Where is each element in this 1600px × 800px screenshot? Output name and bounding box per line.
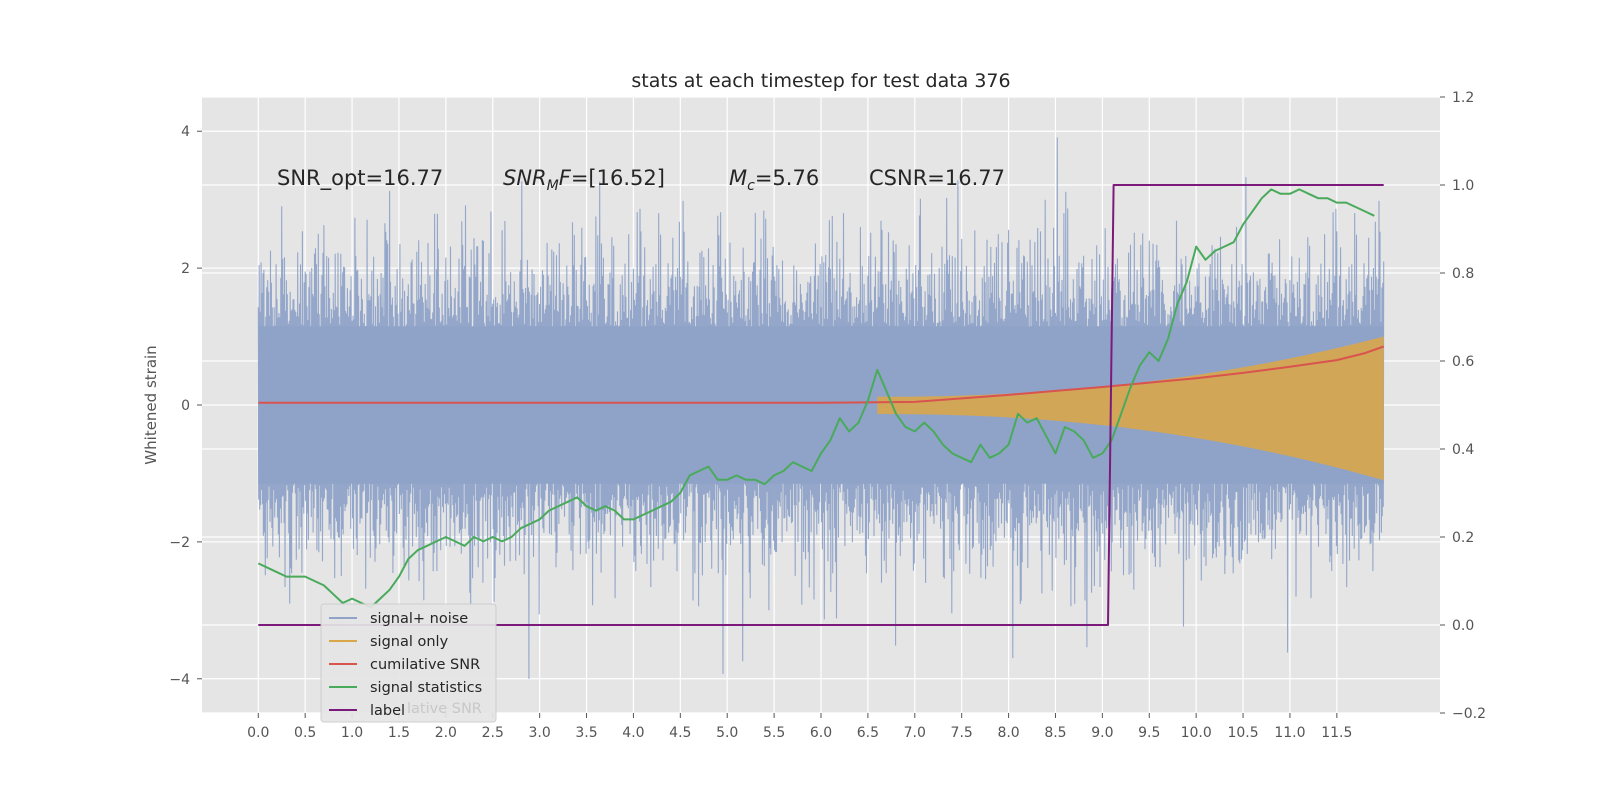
x-tick-label: 1.5	[388, 725, 410, 741]
x-axis: 0.0 0.5 1.0 1.5 2.0 2.5 3.0 3.5 4.0 4.5 5.0 5.5 6.0 6…	[247, 713, 1352, 741]
series-signal-statistics	[257, 188, 1375, 609]
x-tick-label: 2.0	[435, 725, 457, 741]
x-tick-label: 5.5	[763, 725, 785, 741]
y-tick-label: −2	[169, 535, 190, 551]
annotations: SNR_opt=16.77 SNRMF=[16.52] Mc=5.76 CSNR=16…	[277, 166, 1005, 194]
y-axis-right: 1.2 1.0 0.8 0.6 0.4 0.2 0.0 −0.2	[1440, 90, 1486, 722]
y2-tick-label: 1.0	[1452, 178, 1474, 194]
x-tick-label: 10.0	[1181, 725, 1212, 741]
x-tick-label: 1.0	[341, 725, 363, 741]
x-tick-label: 7.0	[904, 725, 926, 741]
series-label	[258, 184, 1384, 626]
x-tick-label: 5.0	[716, 725, 738, 741]
stat-annotation: SNR_opt=16.77	[277, 166, 443, 191]
x-tick-label: 4.5	[669, 725, 691, 741]
stat-annotation: SNRMF=[16.52]	[503, 166, 665, 194]
y2-tick-label: 0.4	[1452, 442, 1474, 458]
x-tick-label: 11.5	[1321, 725, 1352, 741]
y2-tick-label: 0.8	[1452, 266, 1474, 282]
y2-tick-label: 1.2	[1452, 90, 1474, 106]
x-tick-label: 8.5	[1044, 725, 1066, 741]
stat-annotation: CSNR=16.77	[869, 166, 1005, 190]
x-tick-label: 11.0	[1274, 725, 1305, 741]
x-tick-label: 9.0	[1091, 725, 1113, 741]
x-tick-label: 9.5	[1138, 725, 1160, 741]
y2-tick-label: 0.2	[1452, 530, 1474, 546]
y2-tick-label: 0.6	[1452, 354, 1474, 370]
x-tick-label: 0.5	[294, 725, 316, 741]
chart-title: stats at each timestep for test data 376	[631, 70, 1010, 92]
series-cumulative-snr	[258, 345, 1385, 404]
y2-tick-label: −0.2	[1452, 706, 1486, 722]
x-tick-label: 8.0	[997, 725, 1019, 741]
x-tick-label: 2.5	[482, 725, 504, 741]
x-tick-label: 0.0	[247, 725, 269, 741]
x-tick-label: 3.0	[529, 725, 551, 741]
x-tick-label: 6.5	[857, 725, 879, 741]
series-signal-noise	[257, 137, 1385, 679]
y-axis-label: Whitened strain	[142, 345, 160, 464]
legend-label: signal statistics	[370, 680, 482, 696]
legend-label: cumilative SNR	[370, 657, 480, 673]
data-layer	[257, 137, 1385, 679]
x-tick-label: 10.5	[1227, 725, 1258, 741]
x-tick-label: 4.0	[622, 725, 644, 741]
y-tick-label: −4	[169, 672, 190, 688]
series-signal-only	[877, 336, 1384, 481]
legend-label: signal only	[370, 634, 449, 650]
legend: lative SNR signal+ noise signal only cumila…	[320, 603, 497, 723]
legend-label: signal+ noise	[370, 611, 468, 627]
y-tick-label: 4	[181, 124, 190, 140]
x-tick-label: 6.0	[810, 725, 832, 741]
legend-ghost-text: lative SNR	[407, 701, 482, 717]
y-tick-label: 0	[181, 398, 190, 414]
y-tick-label: 2	[181, 261, 190, 277]
series-signal-noise-core	[258, 326, 1384, 484]
x-tick-label: 7.5	[951, 725, 973, 741]
stat-annotation: Mc=5.76	[729, 166, 819, 194]
y2-tick-label: 0.0	[1452, 618, 1474, 634]
legend-box	[320, 603, 497, 723]
y-axis-left: 4 2 0 −2 −4	[169, 124, 202, 688]
legend-label: label	[370, 703, 405, 719]
x-tick-label: 3.5	[575, 725, 597, 741]
